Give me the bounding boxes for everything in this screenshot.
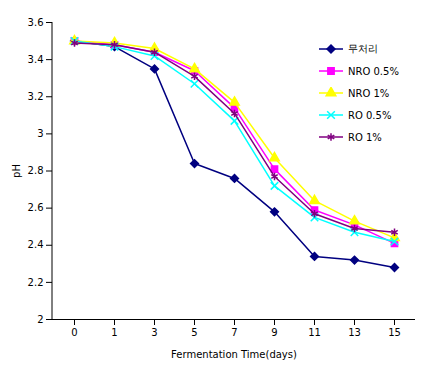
svg-text:3: 3: [37, 128, 43, 139]
html-text:NRO 0.5%: NRO 0.5%: [348, 65, 399, 77]
svg-text:3.6: 3.6: [28, 17, 44, 28]
html-text:NRO 1%: NRO 1%: [348, 87, 390, 99]
svg-text:0: 0: [71, 327, 77, 338]
html-text:무처리: 무처리: [348, 43, 378, 54]
svg-text:13: 13: [348, 327, 361, 338]
svg-text:7: 7: [231, 327, 237, 338]
svg-text:Fermentation Time(days): Fermentation Time(days): [171, 349, 297, 360]
svg-text:2.4: 2.4: [28, 239, 44, 250]
svg-text:pH: pH: [11, 164, 22, 178]
svg-text:2.8: 2.8: [28, 165, 44, 176]
svg-text:3.2: 3.2: [28, 91, 44, 102]
svg-text:2.6: 2.6: [28, 202, 44, 213]
svg-text:5: 5: [191, 327, 197, 338]
svg-text:11: 11: [308, 327, 321, 338]
svg-text:3.4: 3.4: [28, 54, 44, 65]
html-text:RO 1%: RO 1%: [348, 131, 382, 143]
svg-text:3: 3: [151, 327, 157, 338]
svg-text:15: 15: [388, 327, 401, 338]
svg-text:1: 1: [111, 327, 117, 338]
svg-text:2: 2: [37, 314, 43, 325]
svg-text:2.2: 2.2: [28, 277, 44, 288]
html-text:RO 0.5%: RO 0.5%: [348, 109, 392, 121]
svg-text:9: 9: [271, 327, 277, 338]
